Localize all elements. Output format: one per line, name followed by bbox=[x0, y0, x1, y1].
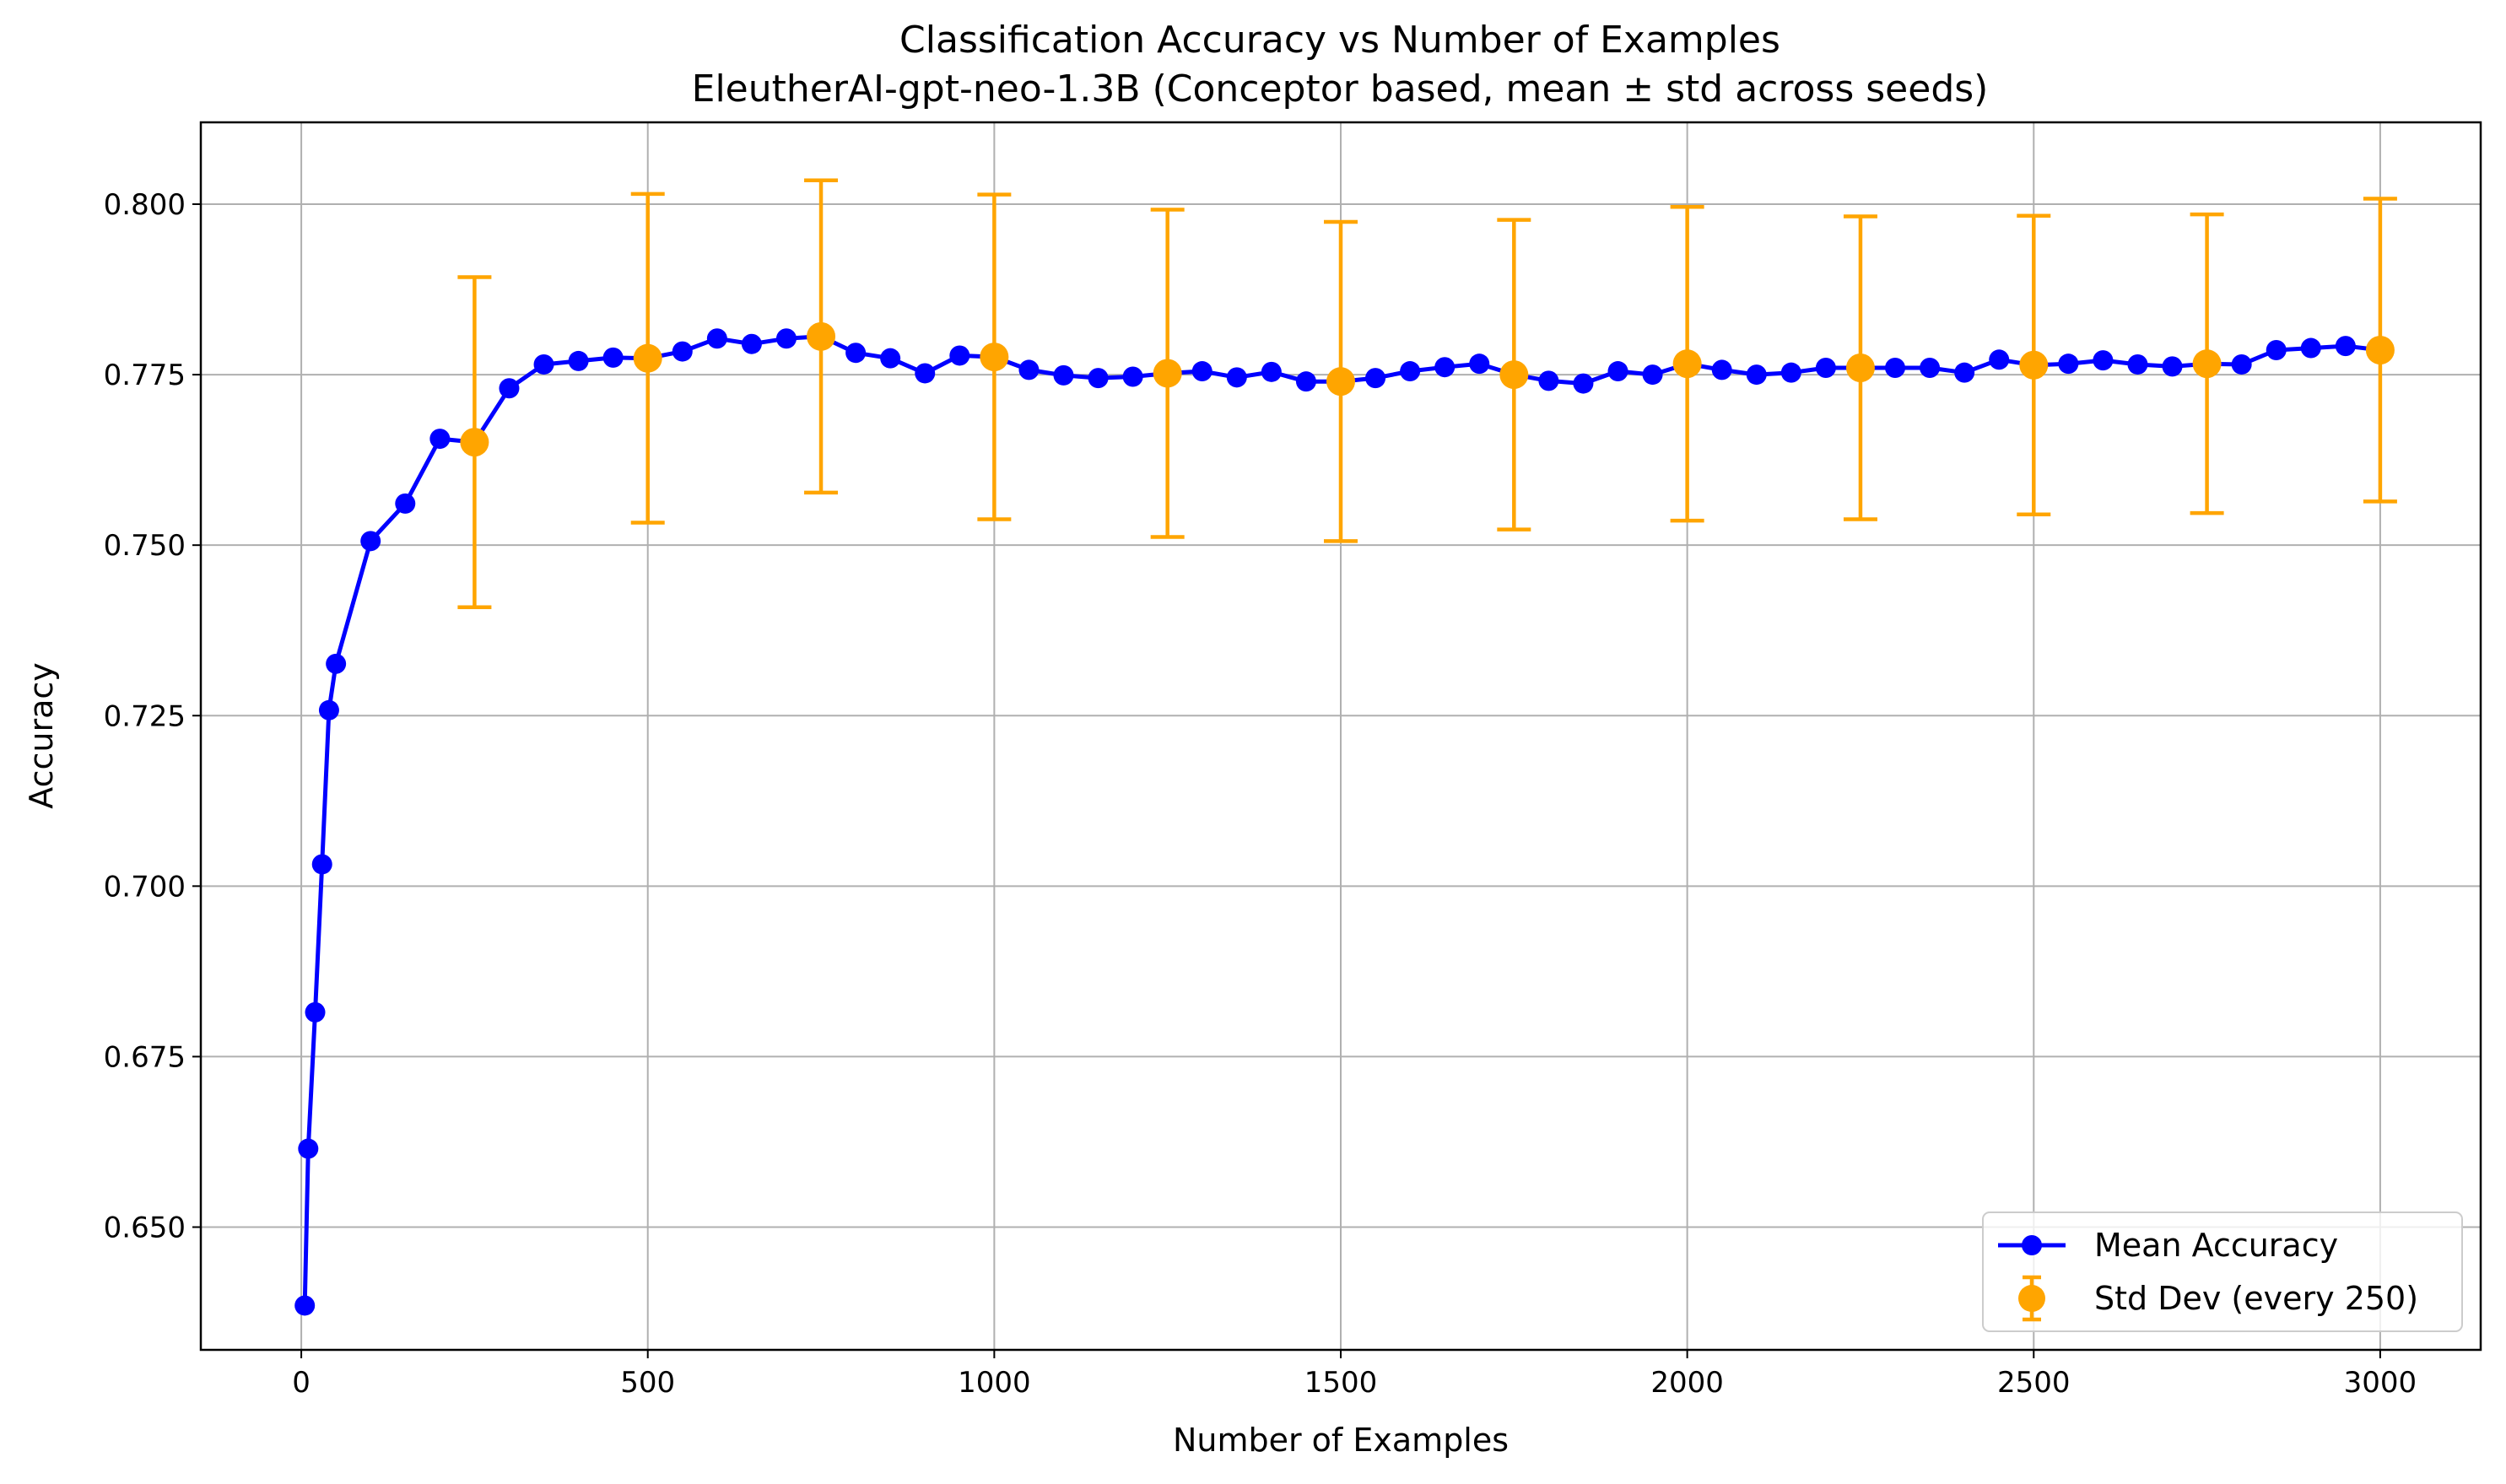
std-mean-point bbox=[2365, 335, 2395, 364]
y-tick-label: 0.800 bbox=[104, 188, 186, 222]
y-tick-label: 0.650 bbox=[104, 1211, 186, 1245]
mean-accuracy-point bbox=[1434, 357, 1456, 378]
mean-accuracy-point bbox=[845, 343, 867, 364]
mean-accuracy-point bbox=[1018, 359, 1040, 380]
y-tick-label: 0.775 bbox=[104, 359, 186, 392]
x-axis-ticks: 0 500 1000 1500 2000 2500 3000 bbox=[292, 1350, 2417, 1400]
chart-title: Classification Accuracy vs Number of Exa… bbox=[899, 19, 1780, 62]
plot-frame bbox=[199, 121, 2482, 1352]
mean-accuracy-point bbox=[1538, 370, 1559, 391]
mean-accuracy-point bbox=[880, 348, 901, 369]
y-axis-label: Accuracy bbox=[23, 662, 60, 809]
x-tick-label: 0 bbox=[292, 1366, 311, 1400]
mean-accuracy-point bbox=[2231, 353, 2252, 375]
mean-accuracy-point bbox=[1954, 362, 1975, 383]
x-tick-label: 3000 bbox=[2344, 1366, 2417, 1400]
mean-accuracy-point bbox=[326, 653, 347, 674]
mean-accuracy-point bbox=[1815, 358, 1836, 378]
y-tick-label: 0.750 bbox=[104, 529, 186, 563]
mean-accuracy-point bbox=[533, 353, 554, 375]
std-mean-point bbox=[633, 343, 662, 373]
mean-accuracy-point bbox=[1780, 362, 1801, 383]
mean-accuracy-point bbox=[602, 347, 624, 368]
y-tick-label: 0.675 bbox=[104, 1040, 186, 1074]
mean-accuracy-point bbox=[318, 699, 339, 720]
y-tick-label: 0.700 bbox=[104, 870, 186, 904]
mean-accuracy-point bbox=[1607, 361, 1628, 382]
mean-accuracy-point bbox=[1261, 361, 1282, 382]
std-mean-point bbox=[1845, 353, 1875, 382]
mean-accuracy-point bbox=[2093, 350, 2114, 371]
x-tick-label: 500 bbox=[620, 1366, 675, 1400]
mean-accuracy-point bbox=[499, 378, 520, 399]
std-mean-point bbox=[1153, 359, 1182, 388]
mean-accuracy-point bbox=[1365, 368, 1386, 389]
mean-accuracy-point bbox=[1191, 361, 1212, 382]
mean-accuracy-point bbox=[2162, 356, 2183, 377]
mean-accuracy-point bbox=[1053, 364, 1074, 386]
mean-accuracy-point bbox=[2300, 337, 2321, 359]
mean-accuracy-point bbox=[1989, 349, 2010, 370]
y-tick-label: 0.725 bbox=[104, 699, 186, 733]
x-tick-label: 2000 bbox=[1650, 1366, 1724, 1400]
legend-label-std: Std Dev (every 250) bbox=[2094, 1280, 2418, 1317]
mean-accuracy-point bbox=[429, 429, 451, 450]
std-mean-point bbox=[2019, 350, 2049, 380]
mean-accuracy-point bbox=[775, 328, 797, 349]
std-mean-point bbox=[1326, 367, 1355, 397]
legend: Mean Accuracy Std Dev (every 250) bbox=[1982, 1211, 2463, 1332]
mean-accuracy-point bbox=[2335, 336, 2356, 357]
mean-accuracy-point bbox=[1642, 364, 1663, 386]
mean-accuracy-point bbox=[305, 1001, 326, 1023]
mean-accuracy-point bbox=[1088, 368, 1109, 389]
std-mean-point bbox=[2192, 349, 2222, 379]
mean-accuracy-point bbox=[298, 1138, 319, 1159]
mean-accuracy-point bbox=[949, 345, 970, 366]
mean-accuracy-point bbox=[2127, 353, 2148, 375]
legend-label-mean: Mean Accuracy bbox=[2094, 1227, 2338, 1264]
mean-accuracy-point bbox=[1295, 371, 1316, 392]
mean-accuracy-point bbox=[915, 363, 936, 384]
std-mean-point bbox=[460, 428, 489, 457]
mean-accuracy-point bbox=[1226, 367, 1247, 388]
mean-accuracy-point bbox=[1711, 359, 1732, 380]
mean-accuracy-point bbox=[395, 493, 416, 514]
legend-orange-circle-swatch bbox=[2018, 1285, 2045, 1312]
plot-area bbox=[294, 178, 2397, 1316]
mean-accuracy-point bbox=[294, 1295, 316, 1316]
mean-accuracy-point bbox=[1573, 373, 1594, 394]
std-mean-point bbox=[1672, 349, 1702, 379]
x-tick-label: 1000 bbox=[958, 1366, 1031, 1400]
x-axis-label: Number of Examples bbox=[1173, 1422, 1509, 1459]
y-axis-ticks: 0.650 0.675 0.700 0.725 0.750 0.775 0.800 bbox=[104, 188, 201, 1245]
mean-accuracy-point bbox=[2266, 339, 2287, 360]
mean-accuracy-point bbox=[360, 531, 381, 552]
mean-accuracy-point bbox=[706, 328, 727, 349]
mean-accuracy-point bbox=[1469, 353, 1490, 375]
mean-accuracy-point bbox=[311, 854, 332, 875]
mean-accuracy-point bbox=[1746, 364, 1767, 386]
mean-accuracy-point bbox=[1920, 358, 1941, 378]
legend-box bbox=[1982, 1211, 2463, 1332]
mean-accuracy-point bbox=[1122, 366, 1143, 387]
legend-circle-swatch bbox=[2022, 1235, 2042, 1255]
mean-accuracy-point bbox=[2058, 353, 2079, 375]
mean-accuracy-point bbox=[568, 350, 589, 371]
mean-accuracy-point bbox=[672, 341, 693, 362]
std-mean-point bbox=[980, 343, 1009, 372]
std-mean-point bbox=[807, 321, 836, 351]
mean-accuracy-point bbox=[1885, 358, 1906, 378]
std-mean-point bbox=[1499, 360, 1529, 390]
mean-accuracy-point bbox=[741, 333, 762, 354]
mean-accuracy-point bbox=[1400, 361, 1421, 382]
x-tick-label: 1500 bbox=[1304, 1366, 1378, 1400]
chart-subtitle: EleutherAI-gpt-neo-1.3B (Conceptor based… bbox=[692, 67, 1989, 111]
x-tick-label: 2500 bbox=[1997, 1366, 2071, 1400]
